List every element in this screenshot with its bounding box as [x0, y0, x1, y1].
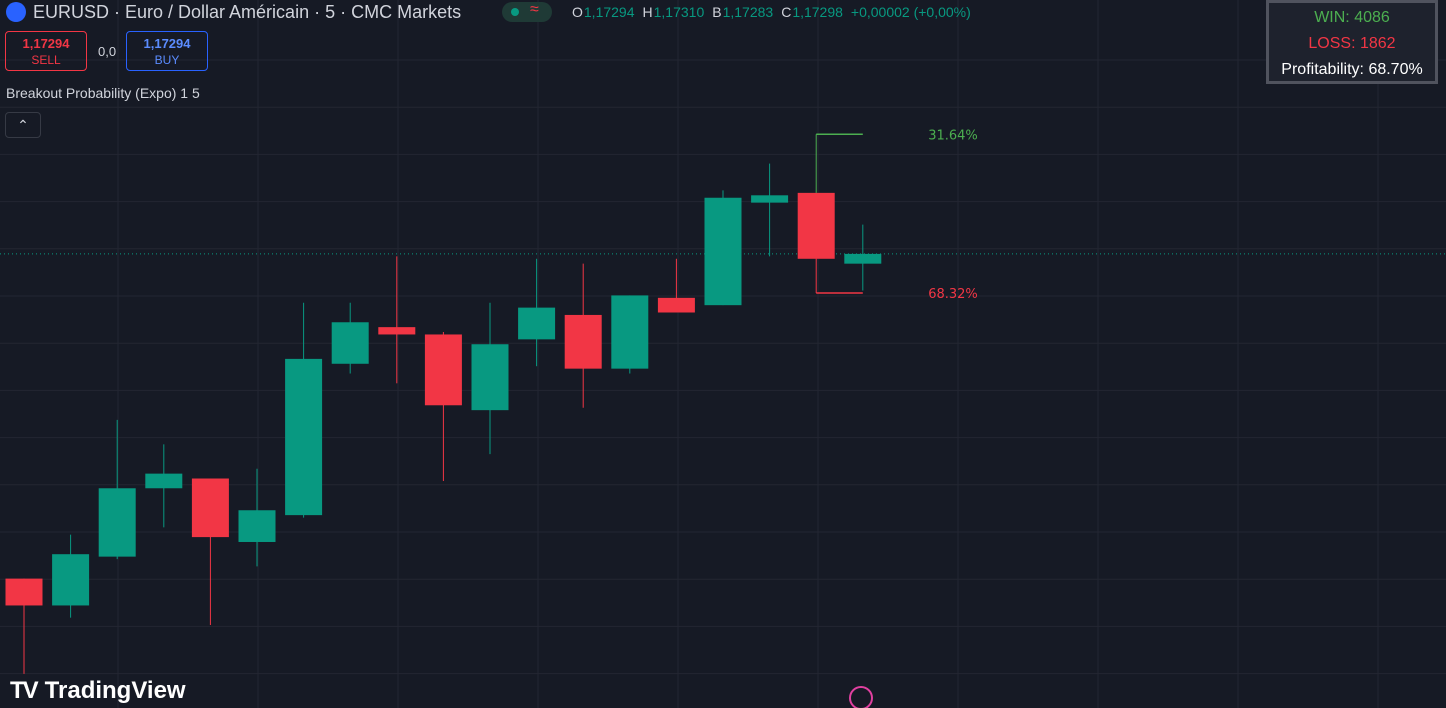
- candle-body: [52, 554, 90, 606]
- change: +0,00002 (+0,00%): [850, 4, 971, 20]
- candle-body: [5, 578, 43, 606]
- stats-table: WIN: 4086 LOSS: 1862 Profitability: 68.7…: [1266, 0, 1438, 84]
- candle-body: [797, 192, 835, 259]
- spread: 0,0: [98, 44, 117, 59]
- loss: LOSS: 1862: [1308, 35, 1396, 52]
- status-pill: ≈: [502, 1, 552, 22]
- buy-button[interactable]: 1,17294 BUY: [126, 31, 208, 71]
- ohlc-value: 1,17298: [792, 4, 843, 20]
- sell-label: SELL: [31, 53, 61, 67]
- candle-body: [657, 297, 695, 313]
- ohlc-value: 1,17283: [722, 4, 774, 20]
- ohlc-key: B: [712, 4, 722, 20]
- candle-body: [285, 358, 323, 516]
- candle-body: [238, 510, 276, 542]
- ohlc-key: C: [781, 4, 792, 20]
- candle-body: [331, 322, 369, 364]
- ohlc-key: H: [642, 4, 653, 20]
- ohlc-key: O: [572, 4, 583, 20]
- candle-body: [611, 295, 649, 369]
- win: WIN: 4086: [1314, 9, 1390, 26]
- candle-body: [378, 327, 416, 335]
- buy-price: 1,17294: [143, 36, 191, 51]
- probability-label: 68.32%: [928, 287, 978, 302]
- alert-icon[interactable]: [849, 686, 873, 708]
- collapse-button[interactable]: ⌃: [5, 112, 41, 138]
- candle-body: [98, 488, 136, 557]
- candle-body: [424, 334, 462, 406]
- buy-label: BUY: [154, 53, 180, 67]
- symbol-title[interactable]: EURUSD · Euro / Dollar Américain · 5 · C…: [33, 2, 462, 22]
- candle-body: [751, 195, 789, 203]
- sell-price: 1,17294: [22, 36, 70, 51]
- ohlc-value: 1,17310: [653, 4, 705, 20]
- candle-body: [844, 253, 882, 264]
- candle-body: [704, 197, 742, 306]
- logo: TV TradingView: [10, 677, 186, 704]
- candle-body: [471, 344, 509, 411]
- ohlc-legend: O1,17294 H1,17310 B1,17283 C1,17298 +0,00002…: [572, 4, 971, 20]
- flag-icon: [6, 2, 26, 22]
- sell-button[interactable]: 1,17294 SELL: [5, 31, 87, 71]
- candle-body: [564, 314, 602, 369]
- candle-body: [145, 473, 183, 489]
- indicator-name[interactable]: Breakout Probability (Expo) 1 5: [6, 85, 200, 101]
- logo-text: TradingView: [44, 677, 186, 704]
- candle-body: [191, 478, 229, 538]
- candle-body: [518, 307, 556, 340]
- profitability: Profitability: 68.70%: [1281, 61, 1423, 78]
- ohlc-value: 1,17294: [583, 4, 635, 20]
- probability-label: 31.64%: [928, 128, 978, 143]
